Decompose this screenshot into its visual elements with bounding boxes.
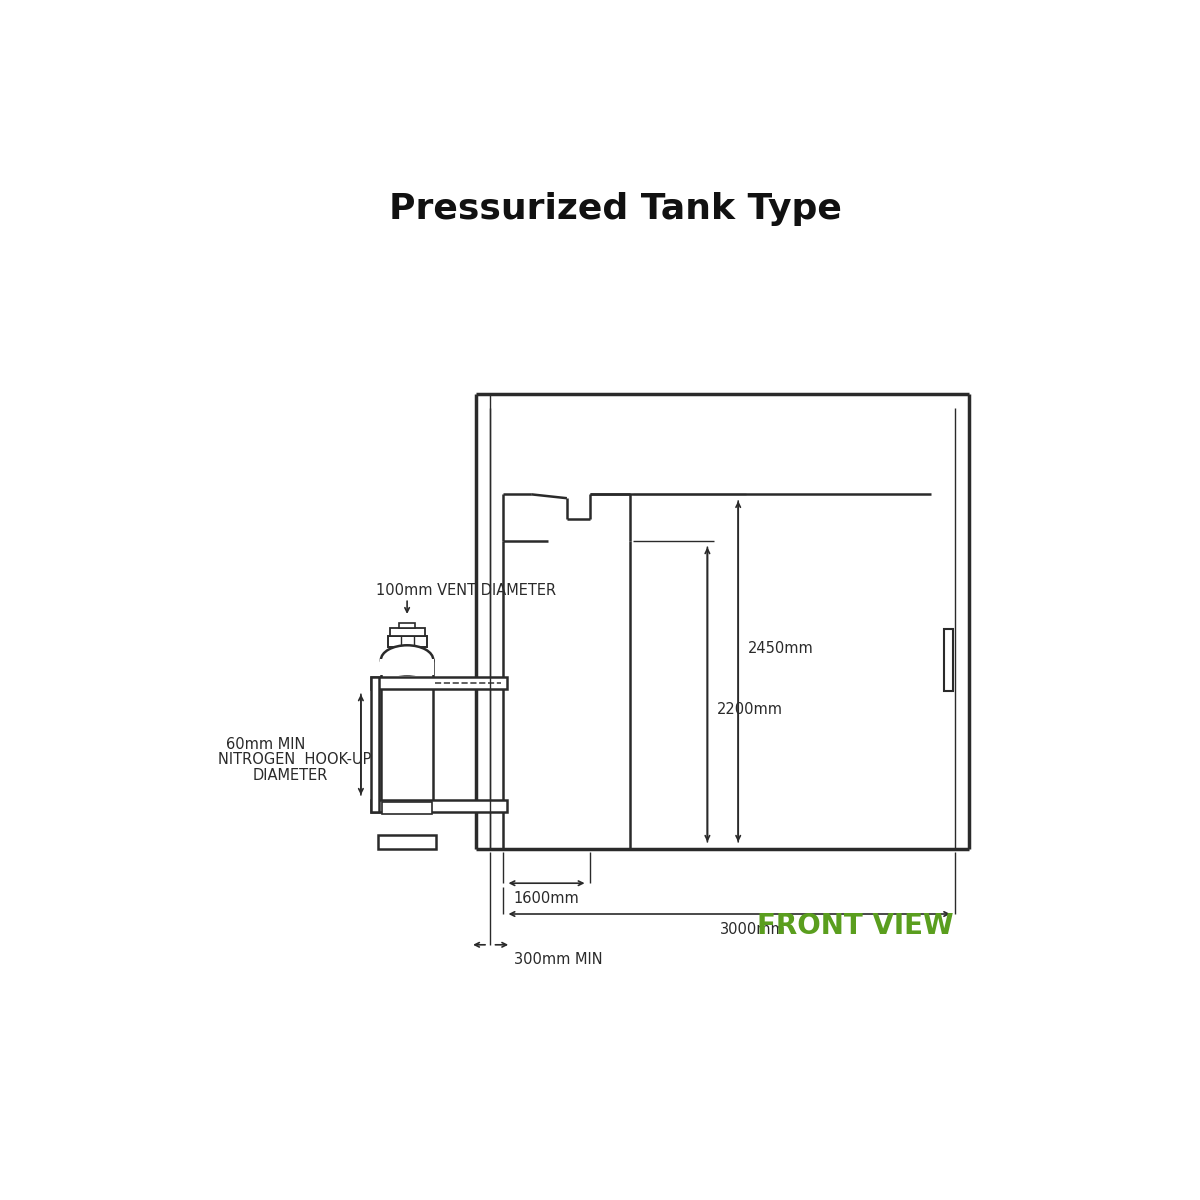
Text: NITROGEN  HOOK-UP: NITROGEN HOOK-UP	[218, 752, 372, 768]
Bar	[388, 636, 427, 647]
Text: 2450mm: 2450mm	[748, 641, 814, 656]
Text: 100mm VENT DIAMETER: 100mm VENT DIAMETER	[377, 583, 557, 598]
Bar	[380, 660, 433, 803]
Bar	[371, 677, 379, 812]
Bar	[371, 677, 508, 689]
Bar	[943, 629, 953, 691]
Text: 1600mm: 1600mm	[514, 890, 580, 906]
Text: 60mm MIN: 60mm MIN	[226, 737, 306, 752]
Bar	[400, 623, 415, 629]
Bar	[371, 800, 508, 812]
Bar	[390, 629, 425, 636]
Text: 3000mm: 3000mm	[720, 922, 785, 937]
Text: DIAMETER: DIAMETER	[253, 768, 329, 782]
Bar	[380, 659, 434, 674]
Text: 2200mm: 2200mm	[716, 702, 782, 718]
Ellipse shape	[380, 646, 433, 674]
Bar	[383, 803, 432, 814]
Bar	[378, 835, 437, 848]
Text: FRONT VIEW: FRONT VIEW	[757, 912, 954, 940]
Text: Pressurized Tank Type: Pressurized Tank Type	[389, 192, 841, 227]
Text: 300mm MIN: 300mm MIN	[514, 953, 602, 967]
